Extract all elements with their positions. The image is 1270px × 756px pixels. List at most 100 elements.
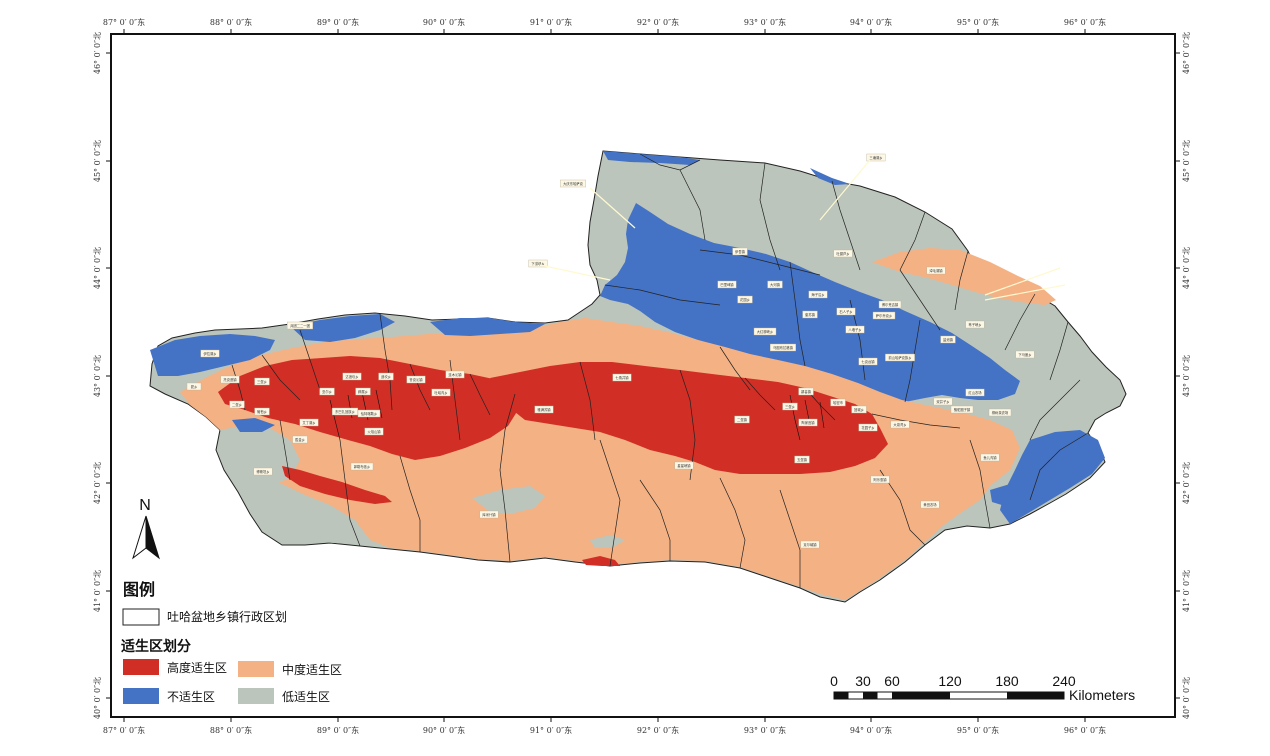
place-label: 八墙子乡 — [845, 325, 865, 334]
lat-label: 42° 0′ 0″北 — [93, 462, 102, 504]
place-label: 火焰山镇 — [364, 427, 384, 436]
place-label-box — [866, 153, 886, 162]
place-label-text: 夏乡 — [191, 384, 198, 389]
place-label: 迪坎乡 — [378, 372, 394, 381]
scale-unit: Kilometers — [1069, 687, 1135, 703]
place-label: 巴里坤镇 — [717, 280, 737, 289]
place-label-box — [534, 405, 554, 414]
place-label-box — [965, 320, 985, 329]
place-label-text: 郭勒布依乡 — [354, 464, 370, 469]
lon-label: 90° 0′ 0″东 — [423, 725, 465, 735]
place-label-box — [674, 461, 694, 470]
place-label: 双井子乡 — [933, 397, 953, 406]
place-label-text: 迪坎乡 — [381, 374, 391, 379]
place-label: 回城乡 — [851, 405, 867, 414]
place-label: 哈密市 — [830, 398, 846, 407]
place-label-box — [732, 247, 748, 256]
place-label: 大红柳峡乡 — [753, 327, 777, 336]
legend-admin-label: 吐哈盆地乡镇行政区划 — [167, 610, 287, 624]
lat-label: 41° 0′ 0″北 — [1182, 570, 1191, 612]
place-label: 阿乐惠镇 — [870, 475, 890, 484]
lon-label: 91° 0′ 0″东 — [530, 17, 572, 27]
lon-label: 88° 0′ 0″东 — [210, 17, 252, 27]
place-label-box — [378, 372, 394, 381]
place-label: 二堡镇 — [734, 415, 750, 424]
place-label: 雅满苏镇 — [534, 405, 554, 414]
place-label: 库米什镇 — [479, 510, 499, 519]
place-label: 萨尔乔克乡 — [872, 311, 896, 320]
place-label-text: 下马崖乡 — [1018, 352, 1031, 357]
place-label-box — [890, 420, 910, 429]
place-label: 伊拉湖乡 — [200, 349, 220, 358]
lat-label: 45° 0′ 0″北 — [93, 140, 102, 182]
place-label-text: 库米什镇 — [482, 512, 496, 517]
place-label-box — [872, 311, 896, 320]
place-label-text: 哈密市 — [833, 400, 844, 405]
lon-labels-top: 87° 0′ 0″东 88° 0′ 0″东 89° 0′ 0″东 90° 0′ … — [103, 17, 1106, 27]
region-low-south-a — [472, 486, 545, 514]
place-label-text: 下涝坝乡 — [531, 261, 544, 266]
place-label: 亚尔乡 — [319, 387, 335, 396]
place-label-box — [980, 453, 1000, 462]
place-label: 石人子乡 — [836, 307, 856, 316]
lat-label: 44° 0′ 0″北 — [1182, 247, 1191, 289]
place-label-box — [612, 373, 632, 382]
place-label-box — [870, 475, 890, 484]
place-label: 葡萄乡 — [254, 407, 270, 416]
place-label-text: 骆驼圈子镇 — [954, 407, 971, 412]
place-label: 大庆东哈萨克 — [560, 179, 587, 188]
place-label-text: 花园子乡 — [861, 425, 874, 430]
leader-lines — [539, 159, 1066, 301]
lon-label: 90° 0′ 0″东 — [423, 17, 465, 27]
legend-swatch-medium — [238, 661, 274, 677]
lon-label: 94° 0′ 0″东 — [850, 725, 892, 735]
place-label-text: 红山农场 — [968, 390, 982, 395]
place-label-box — [292, 435, 308, 444]
place-label-box — [254, 407, 270, 416]
place-label-box — [560, 179, 587, 188]
place-label-text: 亚尔乡 — [322, 389, 332, 394]
place-label-text: 辟展乡 — [358, 389, 368, 394]
place-label-text: 达浪坎乡 — [345, 374, 358, 379]
place-label-box — [794, 455, 810, 464]
place-label-box — [770, 343, 797, 352]
place-label-box — [802, 310, 818, 319]
lat-label: 43° 0′ 0″北 — [93, 355, 102, 397]
place-label: 三堡乡 — [254, 377, 270, 386]
place-label-text: 博斯坦乡 — [256, 469, 269, 474]
suitability-map — [149, 150, 1127, 603]
place-label-text: 巴里坤镇 — [720, 282, 734, 287]
region-unsuitable-north — [600, 203, 1020, 402]
place-label-box — [431, 388, 451, 397]
place-label-text: 二堡乡 — [232, 402, 242, 407]
place-label-box — [753, 327, 777, 336]
lon-label: 89° 0′ 0″东 — [317, 725, 359, 735]
place-label-text: 雅满苏镇 — [537, 407, 551, 412]
place-label-text: 海子沿乡 — [811, 292, 824, 297]
place-label-box — [186, 382, 202, 391]
place-label-box — [445, 370, 465, 379]
place-label-box — [200, 349, 220, 358]
place-label-box — [833, 249, 853, 258]
north-arrow-label: N — [139, 497, 151, 514]
place-label-text: 托克逊镇 — [223, 377, 237, 382]
place-label-text: 二堡镇 — [737, 417, 748, 422]
place-label-text: 伊拉湖乡 — [203, 351, 216, 356]
lat-label: 43° 0′ 0″北 — [1182, 355, 1191, 397]
place-label: 盐池镇 — [940, 335, 956, 344]
place-label: 托克逊镇 — [220, 375, 240, 384]
place-label: 大泉湾乡 — [890, 420, 910, 429]
place-label: 郭勒布依乡 — [350, 462, 374, 471]
legend-subtitle: 适生区划分 — [121, 638, 191, 655]
lon-label: 89° 0′ 0″东 — [317, 17, 359, 27]
place-label: 二堡乡 — [229, 400, 245, 409]
place-label-text: 吐葫芦乡 — [836, 251, 849, 256]
place-label-box — [885, 353, 915, 362]
place-label-text: 鲁克沁镇 — [409, 377, 423, 382]
scale-label-0: 0 — [830, 673, 838, 689]
place-label: 连木沁镇 — [445, 370, 465, 379]
place-label-box — [287, 321, 314, 330]
place-label-text: 连木沁镇 — [448, 372, 462, 377]
lat-label: 46° 0′ 0″北 — [93, 32, 102, 74]
